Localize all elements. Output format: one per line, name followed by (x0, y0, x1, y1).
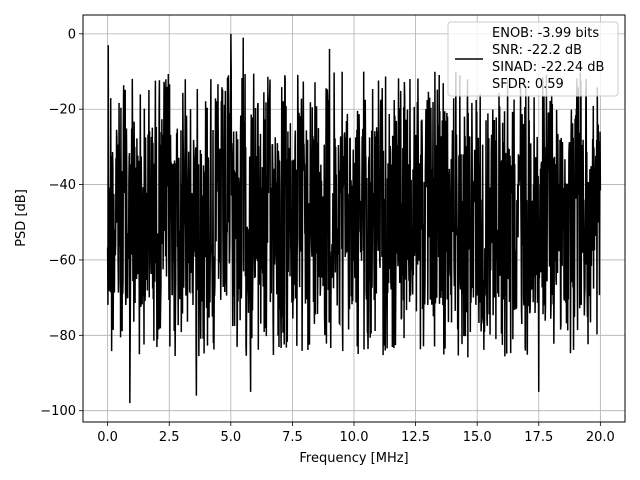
x-tick-label: 7.5 (282, 430, 303, 445)
x-tick-label: 2.5 (159, 430, 180, 445)
x-tick-label: 20.0 (586, 430, 615, 445)
x-tick-label: 15.0 (463, 430, 492, 445)
y-tick-label: −100 (40, 404, 76, 419)
x-tick-label: 0.0 (97, 430, 118, 445)
y-tick-label: −60 (49, 253, 76, 268)
y-tick-label: 0 (68, 27, 76, 42)
y-tick-label: −80 (49, 329, 76, 344)
y-tick-label: −40 (49, 178, 76, 193)
legend-entry-snr: SNR: -22.2 dB (492, 43, 582, 58)
x-tick-label: 10.0 (340, 430, 369, 445)
psd-series-line (106, 33, 602, 404)
legend-entry-enob: ENOB: -3.99 bits (492, 26, 599, 41)
x-tick-label: 12.5 (401, 430, 430, 445)
y-axis-ticks: 0 −20 −40 −60 −80 −100 (40, 27, 83, 419)
x-axis-label: Frequency [MHz] (299, 451, 408, 466)
y-axis-label: PSD [dB] (14, 189, 29, 247)
legend-box (447, 21, 619, 97)
x-axis-ticks: 0.0 2.5 5.0 7.5 10.0 12.5 15.0 17.5 20.0 (97, 422, 615, 445)
legend: ENOB: -3.99 bits SNR: -22.2 dB SINAD: -2… (447, 21, 619, 97)
legend-entry-sfdr: SFDR: 0.59 (492, 77, 564, 92)
x-tick-label: 5.0 (220, 430, 241, 445)
x-tick-label: 17.5 (524, 430, 553, 445)
legend-entry-sinad: SINAD: -22.24 dB (492, 60, 604, 75)
y-tick-label: −20 (49, 103, 76, 118)
